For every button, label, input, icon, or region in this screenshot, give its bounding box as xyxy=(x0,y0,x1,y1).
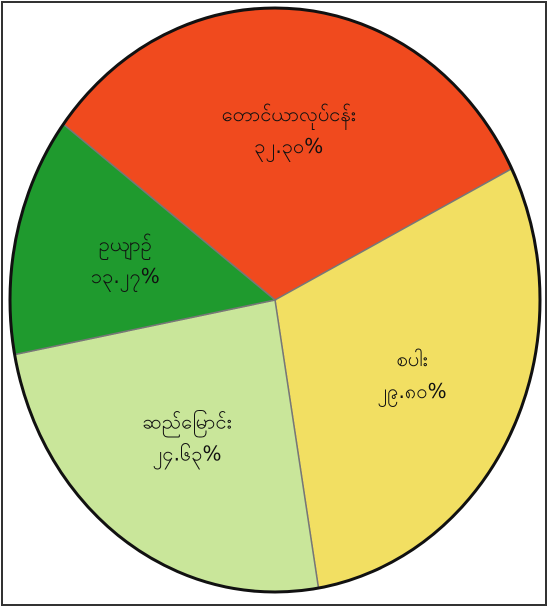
slice-category: တောင်ယာလုပ်ငန်း xyxy=(222,102,356,130)
slice-value-label: ၂၉.၈၀% xyxy=(377,379,446,407)
slice-category: ဥယျာဉ် xyxy=(99,232,152,260)
slice-category: ဆည်မြောင်း xyxy=(143,409,232,437)
slice-value-label: ၂၄.၆၃% xyxy=(153,441,222,469)
slice-value-label: ၃၂.၃၀% xyxy=(254,134,323,162)
slice-value-label: ၁၃.၂၇% xyxy=(91,264,160,292)
pie-outline xyxy=(8,6,542,594)
slice-category: စပါး xyxy=(396,347,427,371)
